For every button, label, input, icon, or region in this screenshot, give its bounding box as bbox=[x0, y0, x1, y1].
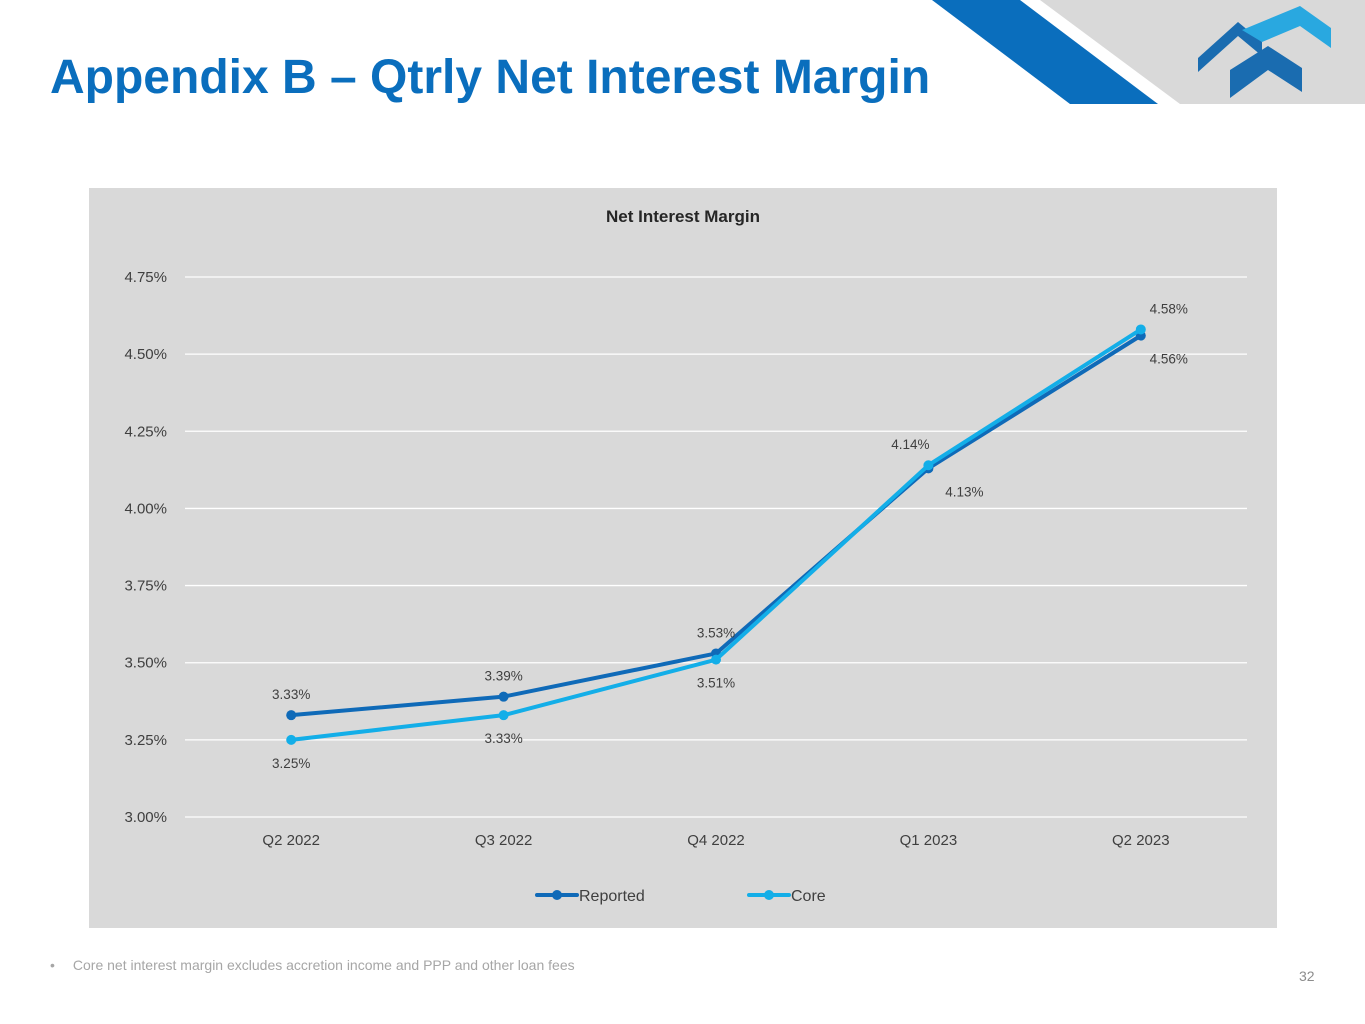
footnote: • Core net interest margin excludes accre… bbox=[50, 957, 575, 973]
core-data-point bbox=[923, 460, 934, 471]
reported-data-label: 4.13% bbox=[945, 484, 983, 499]
legend-reported-label: Reported bbox=[579, 888, 645, 905]
y-tick-label: 3.75% bbox=[124, 578, 167, 595]
core-data-label: 3.51% bbox=[697, 676, 735, 691]
reported-data-point bbox=[286, 710, 297, 721]
net-interest-margin-chart: Net Interest Margin 3.00% 3.25% 3.50% 3.75%… bbox=[89, 188, 1277, 928]
x-tick-label: Q1 2023 bbox=[900, 832, 958, 849]
core-data-label: 3.33% bbox=[484, 731, 522, 746]
reported-data-label: 4.56% bbox=[1150, 352, 1188, 367]
chart-title: Net Interest Margin bbox=[606, 207, 760, 226]
y-tick-label: 4.50% bbox=[124, 346, 167, 363]
core-data-point bbox=[498, 710, 509, 721]
x-tick-label: Q4 2022 bbox=[687, 832, 745, 849]
reported-data-label: 3.53% bbox=[697, 625, 735, 640]
chart-background bbox=[89, 188, 1277, 928]
header-blue-stripe bbox=[932, 0, 1158, 104]
y-tick-label: 3.50% bbox=[124, 655, 167, 672]
core-data-label: 3.25% bbox=[272, 756, 310, 771]
header-decoration bbox=[932, 0, 1365, 104]
y-tick-label: 3.00% bbox=[124, 809, 167, 826]
footnote-bullet: • bbox=[50, 957, 55, 973]
company-logo-icon bbox=[1198, 6, 1331, 98]
core-data-label: 4.14% bbox=[891, 437, 929, 452]
reported-data-label: 3.39% bbox=[484, 669, 522, 684]
x-tick-label: Q3 2022 bbox=[475, 832, 533, 849]
y-tick-label: 4.75% bbox=[124, 269, 167, 286]
footnote-text: Core net interest margin excludes accret… bbox=[72, 957, 575, 973]
core-data-point bbox=[286, 734, 297, 745]
core-data-point bbox=[711, 654, 721, 665]
y-tick-label: 3.25% bbox=[124, 732, 167, 749]
legend-reported-marker bbox=[552, 890, 562, 900]
x-tick-label: Q2 2022 bbox=[262, 832, 320, 849]
x-tick-label: Q2 2023 bbox=[1112, 832, 1170, 849]
page-number: 32 bbox=[1299, 968, 1315, 984]
reported-data-label: 3.33% bbox=[272, 687, 310, 702]
page-title: Appendix B – Qtrly Net Interest Margin bbox=[50, 51, 931, 104]
reported-data-point bbox=[498, 691, 509, 702]
y-tick-label: 4.25% bbox=[124, 423, 167, 440]
legend-core-marker bbox=[764, 890, 774, 900]
core-data-point bbox=[1135, 324, 1146, 335]
core-data-label: 4.58% bbox=[1150, 301, 1188, 316]
legend-core-label: Core bbox=[791, 888, 826, 905]
y-tick-label: 4.00% bbox=[124, 500, 167, 517]
chart-legend: Reported Core bbox=[535, 888, 826, 905]
